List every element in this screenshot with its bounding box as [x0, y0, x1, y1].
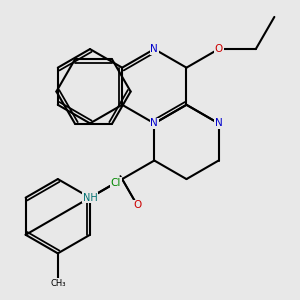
Text: N: N [150, 44, 158, 54]
Text: Cl: Cl [110, 178, 121, 188]
Text: CH₃: CH₃ [50, 279, 66, 288]
Text: N: N [215, 118, 223, 128]
Text: N: N [150, 118, 158, 128]
Text: O: O [214, 44, 223, 54]
Text: O: O [133, 200, 142, 211]
Text: NH: NH [82, 193, 98, 203]
